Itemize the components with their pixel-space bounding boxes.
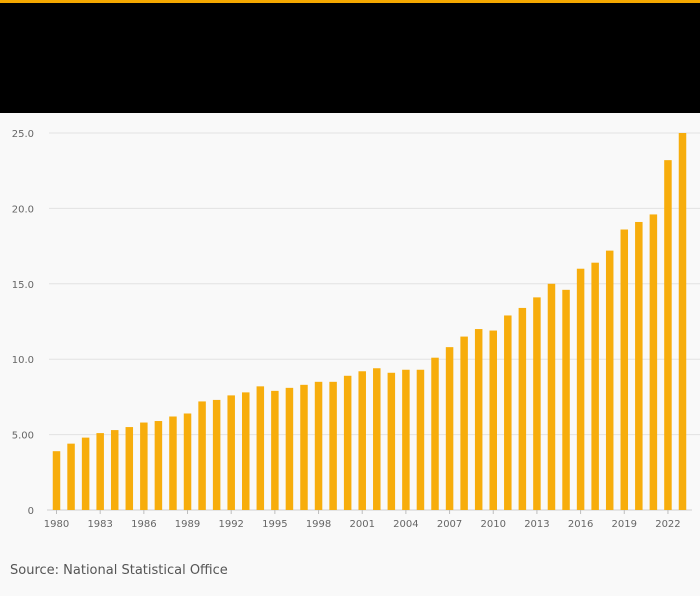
x-tick-label: 2019 — [612, 519, 637, 530]
bar — [664, 160, 672, 511]
bar — [358, 371, 366, 510]
bar — [649, 214, 658, 510]
header-band — [0, 3, 700, 113]
bar — [52, 451, 61, 510]
y-tick-label: 15.0 — [12, 280, 34, 291]
top-accent-bar — [0, 0, 700, 3]
x-tick-label: 2013 — [524, 519, 549, 530]
bar — [140, 422, 148, 510]
bar — [212, 399, 221, 510]
bar — [183, 413, 192, 510]
bar — [635, 221, 643, 511]
bar — [81, 437, 90, 510]
bar — [110, 430, 119, 510]
bar — [678, 133, 687, 510]
bar — [314, 381, 323, 510]
bar — [518, 307, 527, 510]
chart-area: 0 5.00 10.0 15.0 20.0 25.0 1980 1983 1986 1989 199… — [0, 113, 700, 548]
y-tick-label: 25.0 — [12, 129, 34, 140]
bar — [562, 289, 570, 510]
bar — [445, 347, 454, 510]
x-tick-label: 2001 — [349, 519, 374, 530]
x-tick-label: 2010 — [481, 519, 506, 530]
x-tick-label: 2007 — [437, 519, 462, 530]
bar — [576, 268, 585, 510]
bar — [620, 229, 629, 510]
x-tick-label: 1989 — [175, 519, 200, 530]
bar — [96, 433, 104, 510]
bar — [300, 384, 308, 510]
x-tick-label: 1995 — [262, 519, 287, 530]
bar — [271, 390, 279, 510]
bar — [154, 421, 163, 510]
x-tick-label: 1992 — [218, 519, 243, 530]
bar — [605, 250, 614, 510]
bar — [125, 427, 134, 510]
x-tick-label: 1986 — [131, 519, 156, 530]
y-tick-label: 5.00 — [12, 431, 34, 442]
x-tick-label: 1980 — [44, 519, 69, 530]
y-tick-label: 0 — [28, 506, 34, 517]
bar — [242, 392, 250, 510]
y-tick-label: 20.0 — [12, 204, 34, 215]
bar — [373, 368, 381, 510]
bar — [460, 336, 468, 510]
bar — [329, 381, 337, 510]
bar — [474, 329, 483, 510]
bar-chart: 0 5.00 10.0 15.0 20.0 25.0 1980 1983 1986 1989 199… — [12, 129, 700, 530]
bar — [285, 387, 294, 510]
y-tick-label: 10.0 — [12, 355, 34, 366]
bar — [67, 443, 75, 510]
x-tick-label: 2016 — [568, 519, 593, 530]
source-note: Source: National Statistical Office — [10, 563, 228, 578]
x-tick-label: 2022 — [655, 519, 680, 530]
bar — [489, 330, 497, 510]
bar — [387, 372, 396, 510]
bar — [431, 357, 439, 510]
bar — [504, 315, 512, 510]
bar — [256, 386, 265, 510]
bar — [169, 416, 177, 510]
bar — [547, 283, 556, 510]
x-tick-label: 2004 — [393, 519, 418, 530]
bar — [533, 297, 541, 510]
x-tick-label: 1998 — [306, 519, 331, 530]
x-tick-label: 1983 — [87, 519, 112, 530]
bar — [198, 401, 206, 510]
bar — [227, 395, 235, 510]
bar — [416, 369, 425, 510]
bar — [402, 369, 410, 510]
bar — [591, 262, 599, 510]
bar — [343, 375, 352, 510]
